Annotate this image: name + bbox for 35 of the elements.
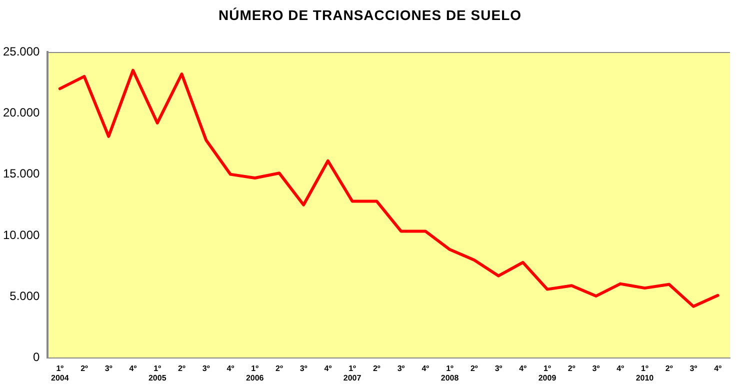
x-tick-label: 2º: [80, 364, 88, 373]
x-tick-label: 4º: [226, 364, 234, 373]
y-tick-label: 15.000: [3, 166, 40, 181]
chart-title: NÚMERO DE TRANSACCIONES DE SUELO: [217, 6, 523, 25]
y-tick-label: 10.000: [3, 228, 40, 242]
x-tick-label: 2º: [665, 364, 673, 373]
x-tick-label: 1º 2008: [440, 364, 460, 382]
y-tick-label: 25.000: [3, 44, 40, 58]
x-tick-label: 2º: [372, 364, 380, 373]
x-tick-label: 1º 2006: [246, 364, 264, 382]
x-tick-label: 2º: [276, 364, 283, 373]
x-tick-label: 4º: [714, 364, 722, 373]
x-tick-label: 3º: [494, 364, 502, 373]
y-tick-label: 20.000: [3, 105, 40, 120]
x-tick-label: 3º: [300, 364, 308, 373]
x-tick-label: 4º: [519, 364, 527, 373]
y-tick-label: 5.000: [10, 288, 40, 303]
x-tick-label: 1º 2009: [538, 364, 557, 382]
x-tick-label: 4º: [129, 364, 137, 373]
x-tick-label: 3º: [104, 364, 112, 373]
x-tick-label: 2º: [178, 364, 186, 373]
x-tick-label: 4º: [422, 364, 430, 373]
x-tick-label: 1º 2005: [148, 364, 167, 382]
x-tick-label: 3º: [397, 364, 405, 373]
x-tick-label: 2º: [470, 364, 478, 373]
x-tick-label: 3º: [592, 364, 600, 373]
x-tick-label: 3º: [202, 364, 210, 373]
x-tick-label: 4º: [616, 364, 624, 373]
x-tick-label: 1º 2010: [636, 364, 654, 382]
x-tick-label: 3º: [690, 364, 698, 373]
x-tick-label: 2º: [568, 364, 576, 373]
x-tick-label: 4º: [324, 364, 332, 373]
y-tick-label: 0: [33, 350, 40, 364]
x-tick-label: 1º 2007: [343, 364, 362, 382]
x-tick-label: 1º 2004: [50, 364, 70, 382]
